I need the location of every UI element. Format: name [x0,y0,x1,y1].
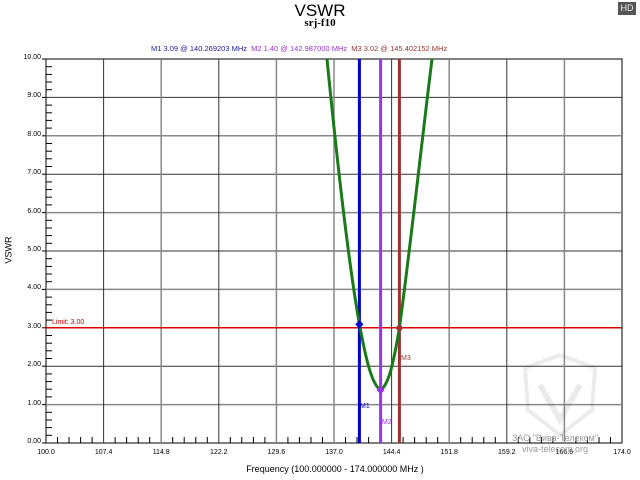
chart-subtitle: srj-f10 [304,17,336,29]
marker-m2-point [376,385,385,395]
marker-legend: M1 3.09 @ 140.269203 MHz M2 1.40 @ 142.9… [151,44,449,53]
y-major-ticks [42,58,46,444]
marker-m1-point [355,320,364,329]
marker-m1-readout: M1 3.09 @ 140.269203 MHz [151,44,248,53]
marker-m3-tag: M3 [401,355,411,362]
y-minor-ticks [46,66,52,436]
marker-m1-tag: M1 [360,403,370,410]
limit-label: Limit: 3.00 [52,319,85,326]
watermark-shield-icon [522,352,598,438]
watermark-company: ЗАО "Вива-Телеком" [512,433,599,443]
chart-title: VSWR [294,1,346,20]
y-axis-label: VSWR [3,236,14,264]
marker-m2-tag: M2 [382,419,392,426]
marker-m2-readout: M2 1.40 @ 142.987000 MHz [251,44,348,53]
hd-badge[interactable]: HD [618,2,636,15]
x-minor-ticks [57,437,611,443]
marker-m3-readout: M3 3.02 @ 145.402152 MHz [351,44,448,53]
marker-m3-point [395,323,404,333]
watermark-url: viva-telecom.org [522,444,589,454]
x-axis-label: Frequency (100.000000 - 174.000000 MHz ) [246,464,424,474]
